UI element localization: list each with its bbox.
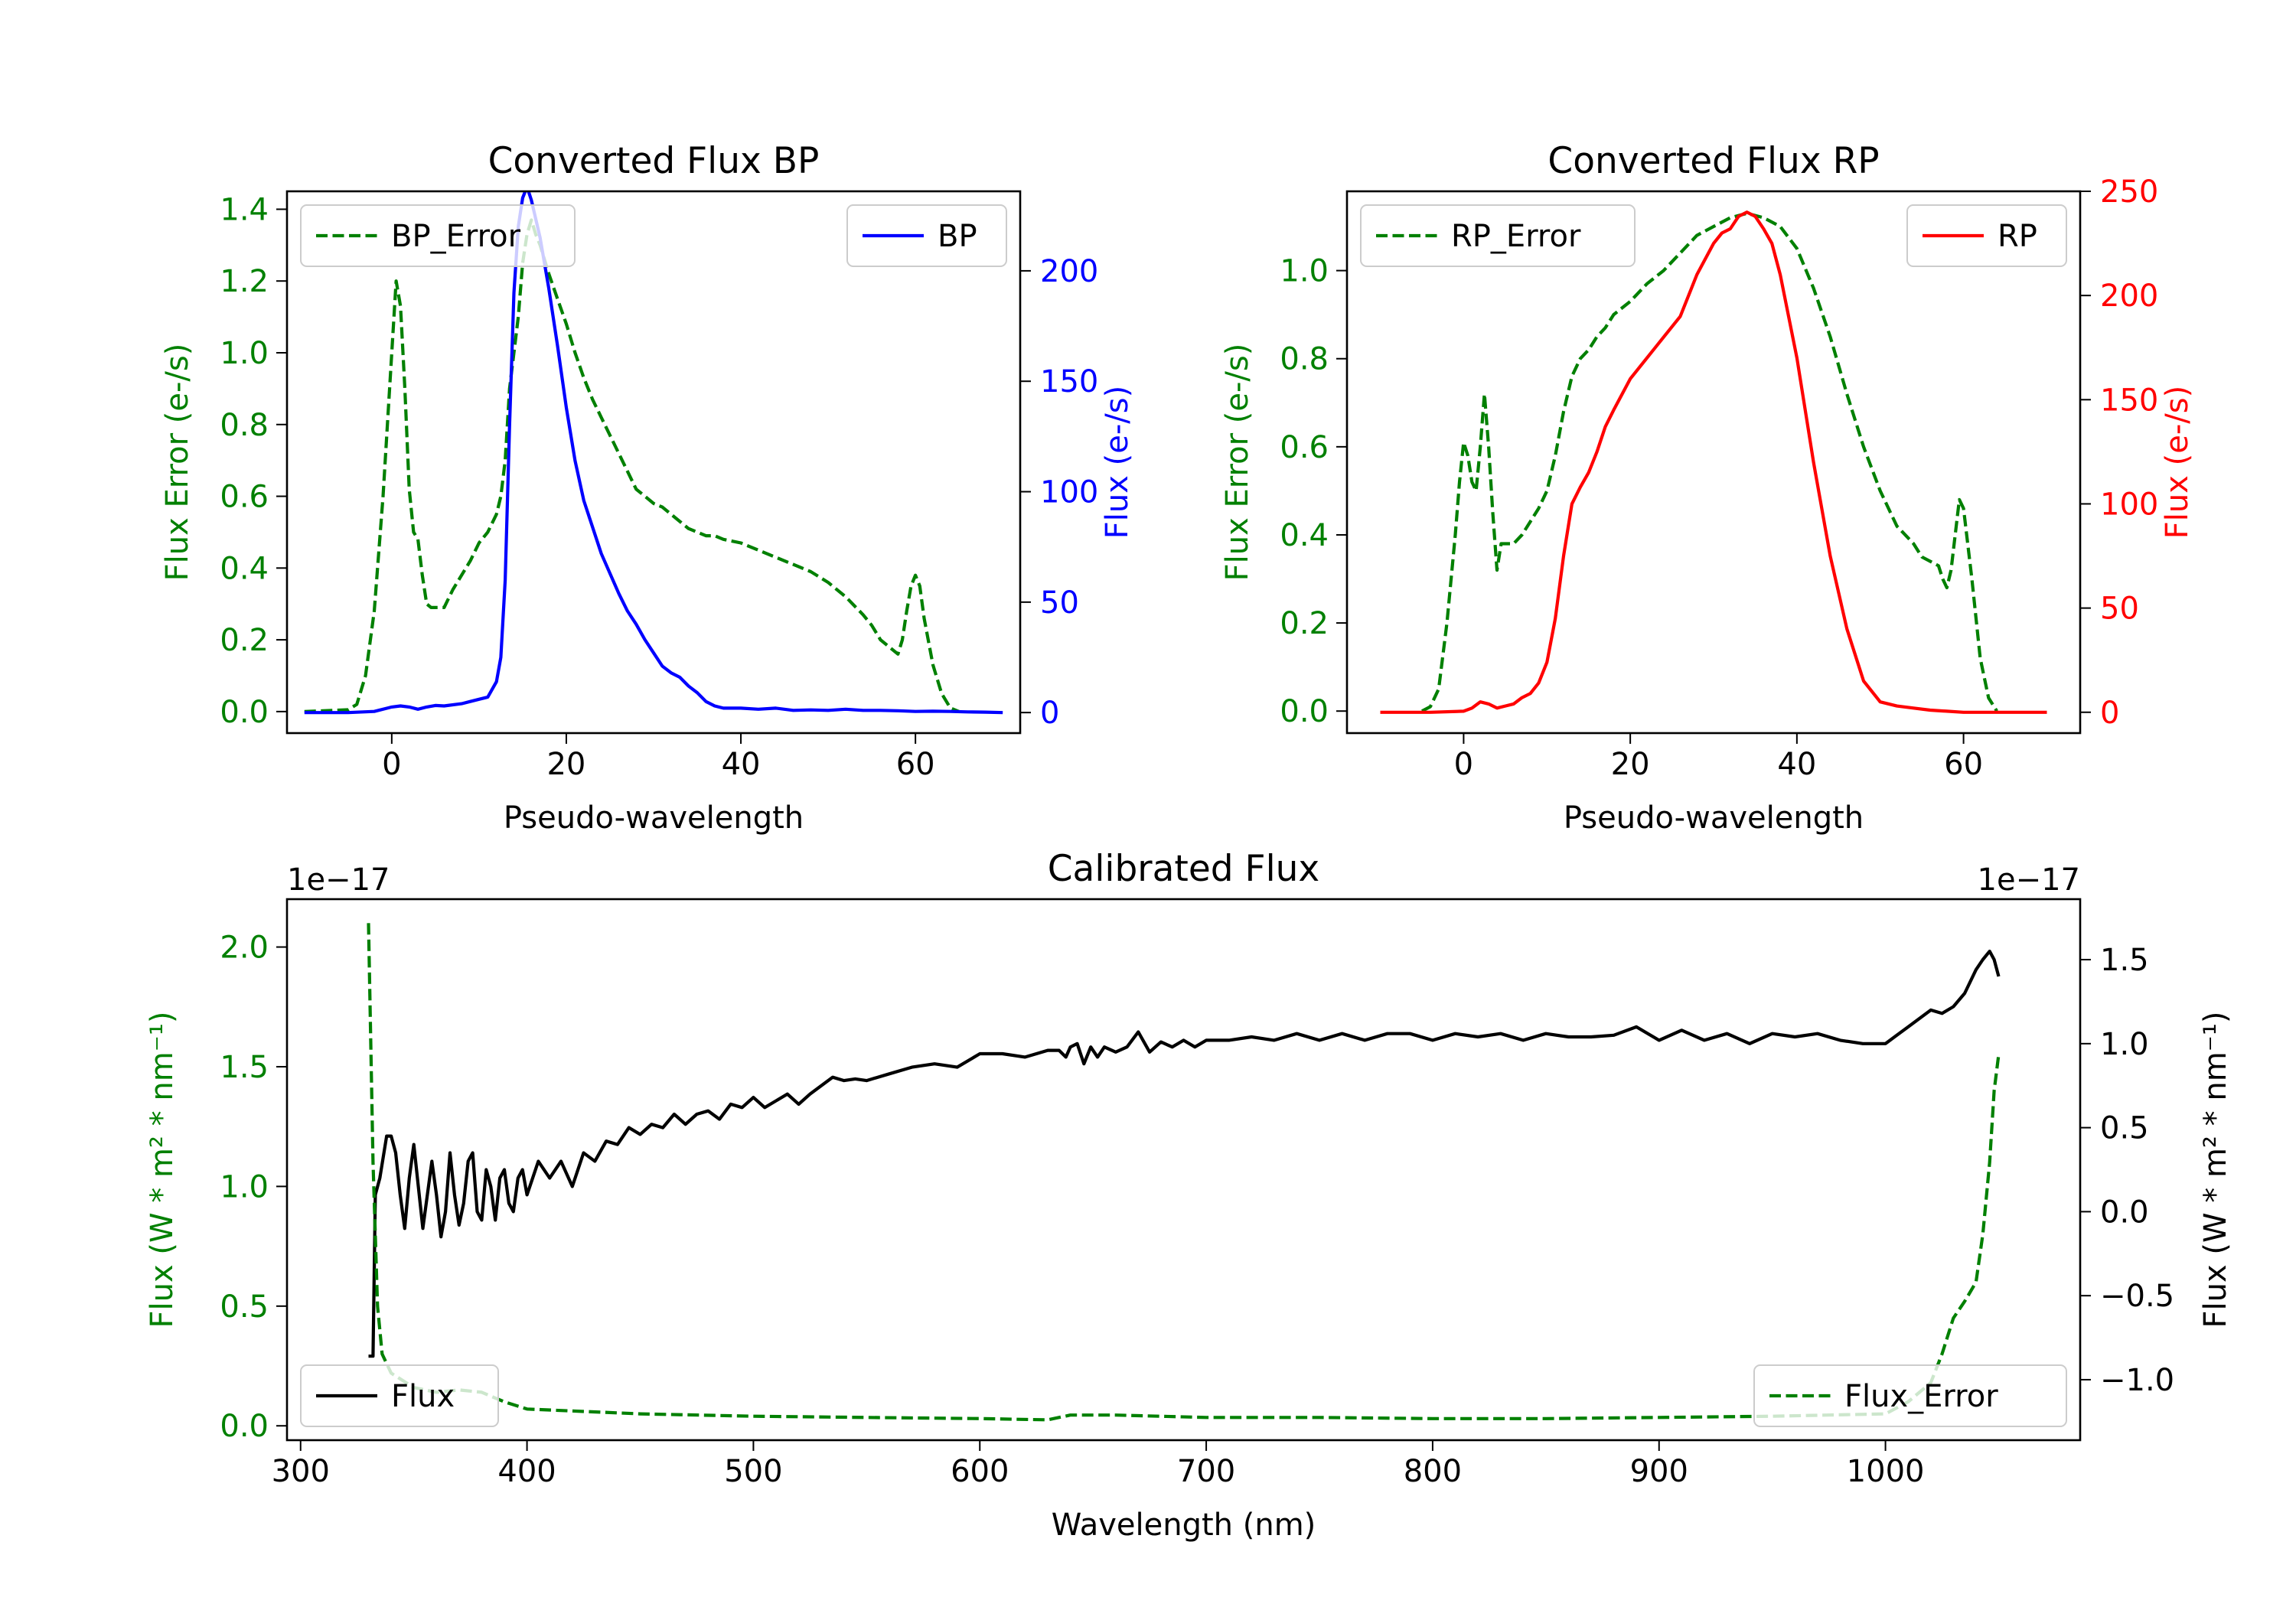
x-tick-label: 400 bbox=[497, 1454, 556, 1489]
y-right-tick-label: 50 bbox=[1040, 585, 1079, 621]
legend-left: RP_Error bbox=[1360, 204, 1636, 267]
x-tick-label: 800 bbox=[1404, 1454, 1462, 1489]
y-left-tick-label: 0.0 bbox=[1280, 694, 1329, 729]
x-tick-label: 500 bbox=[724, 1454, 782, 1489]
x-tick-label: 40 bbox=[722, 747, 761, 782]
offset-left-label: 1e−17 bbox=[287, 862, 390, 898]
y-left-tick-label: 0.0 bbox=[220, 1409, 269, 1444]
y-right-tick-label: 0.5 bbox=[2100, 1111, 2149, 1146]
y-right-tick-label: 50 bbox=[2100, 592, 2139, 627]
x-tick-label: 600 bbox=[951, 1454, 1009, 1489]
y-left-tick-label: 1.0 bbox=[220, 336, 269, 371]
x-tick-label: 60 bbox=[896, 747, 935, 782]
plot-frame bbox=[285, 190, 1022, 735]
y-left-tick-label: 0.8 bbox=[1280, 342, 1329, 377]
legend-box bbox=[846, 204, 1007, 267]
x-axis-label: Pseudo-wavelength bbox=[504, 800, 804, 836]
series-line-bp bbox=[304, 191, 1003, 715]
y-right-tick-label: 200 bbox=[2100, 279, 2158, 314]
x-tick-label: 60 bbox=[1944, 747, 1983, 782]
legend-label: BP bbox=[938, 219, 977, 254]
legend-right: RP bbox=[1906, 204, 2067, 267]
y-right-tick-label: 200 bbox=[1040, 254, 1098, 289]
y-right-tick-label: 0.0 bbox=[2100, 1195, 2149, 1230]
legend-left: BP_Error bbox=[300, 204, 576, 267]
legend-label: RP bbox=[1998, 219, 2037, 254]
x-axis-label: Pseudo-wavelength bbox=[1564, 800, 1864, 836]
x-tick-label: 0 bbox=[1454, 747, 1473, 782]
x-tick-label: 300 bbox=[272, 1454, 330, 1489]
y-left-tick-label: 0.6 bbox=[1280, 430, 1329, 465]
y-right-tick-label: 250 bbox=[2100, 174, 2158, 210]
panel-calibrated: 300 400 500 600 700 800 900 1000 0.0 0.5 1.0 1.5 2.0… bbox=[145, 848, 2233, 1543]
offset-right-label: 1e−17 bbox=[1978, 862, 2080, 898]
y-left-tick-label: 1.0 bbox=[1280, 254, 1329, 289]
legend-right: Flux_Error bbox=[1753, 1364, 2067, 1427]
y-right-tick-label: 0 bbox=[2100, 696, 2119, 731]
y-right-axis-label: Flux (W * m² * nm⁻¹) bbox=[2198, 1012, 2233, 1328]
series-line-rp bbox=[1380, 210, 2047, 714]
y-right-axis-label: Flux (e-/s) bbox=[2160, 386, 2195, 539]
series-line-flux bbox=[368, 949, 2001, 1358]
y-right-tick-label: −0.5 bbox=[2100, 1279, 2174, 1314]
y-left-tick-label: 1.5 bbox=[220, 1050, 269, 1085]
y-right-tick-label: 0 bbox=[1040, 696, 1059, 731]
legend-box bbox=[1753, 1364, 2067, 1427]
y-right-tick-label: 100 bbox=[2100, 487, 2158, 522]
panel-rp: 0 20 40 60 0.0 0.2 0.4 0.6 0.8 1.0 0 50 100 150 200 250… bbox=[1220, 140, 2195, 836]
x-tick-label: 900 bbox=[1630, 1454, 1688, 1489]
legend-right: BP bbox=[846, 204, 1007, 267]
y-left-tick-label: 0.4 bbox=[220, 551, 269, 586]
legend-left: Flux bbox=[300, 1364, 499, 1427]
y-left-tick-label: 2.0 bbox=[220, 931, 269, 966]
y-right-axis-label: Flux (e-/s) bbox=[1100, 386, 1135, 539]
series-line-rp-error bbox=[1421, 211, 1998, 713]
y-right-tick-label: 1.5 bbox=[2100, 943, 2149, 978]
x-tick-label: 700 bbox=[1177, 1454, 1235, 1489]
y-right-tick-label: −1.0 bbox=[2100, 1363, 2174, 1398]
legend-label: Flux bbox=[391, 1379, 455, 1414]
legend-box bbox=[1906, 204, 2067, 267]
y-right-tick-label: 100 bbox=[1040, 475, 1098, 510]
y-left-tick-label: 0.2 bbox=[1280, 606, 1329, 641]
y-left-tick-label: 0.6 bbox=[220, 480, 269, 515]
chart-title: Converted Flux BP bbox=[488, 140, 820, 182]
y-right-tick-label: 150 bbox=[2100, 383, 2158, 418]
y-left-axis-label: Flux (W * m² * nm⁻¹) bbox=[145, 1012, 180, 1328]
x-tick-label: 0 bbox=[382, 747, 401, 782]
y-left-tick-label: 1.4 bbox=[220, 192, 269, 227]
x-tick-label: 20 bbox=[546, 747, 585, 782]
y-left-tick-label: 1.0 bbox=[220, 1169, 269, 1204]
x-axis-label: Wavelength (nm) bbox=[1052, 1508, 1316, 1543]
legend-label: RP_Error bbox=[1451, 219, 1581, 254]
chart-title: Converted Flux RP bbox=[1548, 140, 1879, 182]
legend-box bbox=[300, 204, 576, 267]
y-left-tick-label: 1.2 bbox=[220, 264, 269, 299]
x-tick-label: 1000 bbox=[1847, 1454, 1925, 1489]
panel-bp: 0 20 40 60 0.0 0.2 0.4 0.6 0.8 1.0 1.2 1.4 0 50 100 150… bbox=[160, 140, 1135, 836]
y-left-axis-label: Flux Error (e-/s) bbox=[1220, 344, 1255, 582]
y-left-tick-label: 0.2 bbox=[220, 623, 269, 658]
legend-label: BP_Error bbox=[391, 219, 521, 254]
x-tick-label: 40 bbox=[1777, 747, 1816, 782]
legend-label: Flux_Error bbox=[1844, 1379, 1998, 1414]
x-tick-label: 20 bbox=[1611, 747, 1650, 782]
series-line-bp-error bbox=[304, 218, 960, 713]
chart-title: Calibrated Flux bbox=[1048, 848, 1320, 890]
legend-box bbox=[1360, 204, 1636, 267]
y-left-tick-label: 0.0 bbox=[220, 695, 269, 730]
y-left-tick-label: 0.8 bbox=[220, 408, 269, 443]
plot-frame bbox=[285, 898, 2082, 1442]
y-left-axis-label: Flux Error (e-/s) bbox=[160, 344, 195, 582]
y-left-tick-label: 0.5 bbox=[220, 1289, 269, 1325]
y-left-tick-label: 0.4 bbox=[1280, 518, 1329, 553]
legend-box bbox=[300, 1364, 499, 1427]
plot-frame bbox=[1345, 190, 2082, 735]
y-right-tick-label: 1.0 bbox=[2100, 1027, 2149, 1062]
y-right-tick-label: 150 bbox=[1040, 364, 1098, 399]
